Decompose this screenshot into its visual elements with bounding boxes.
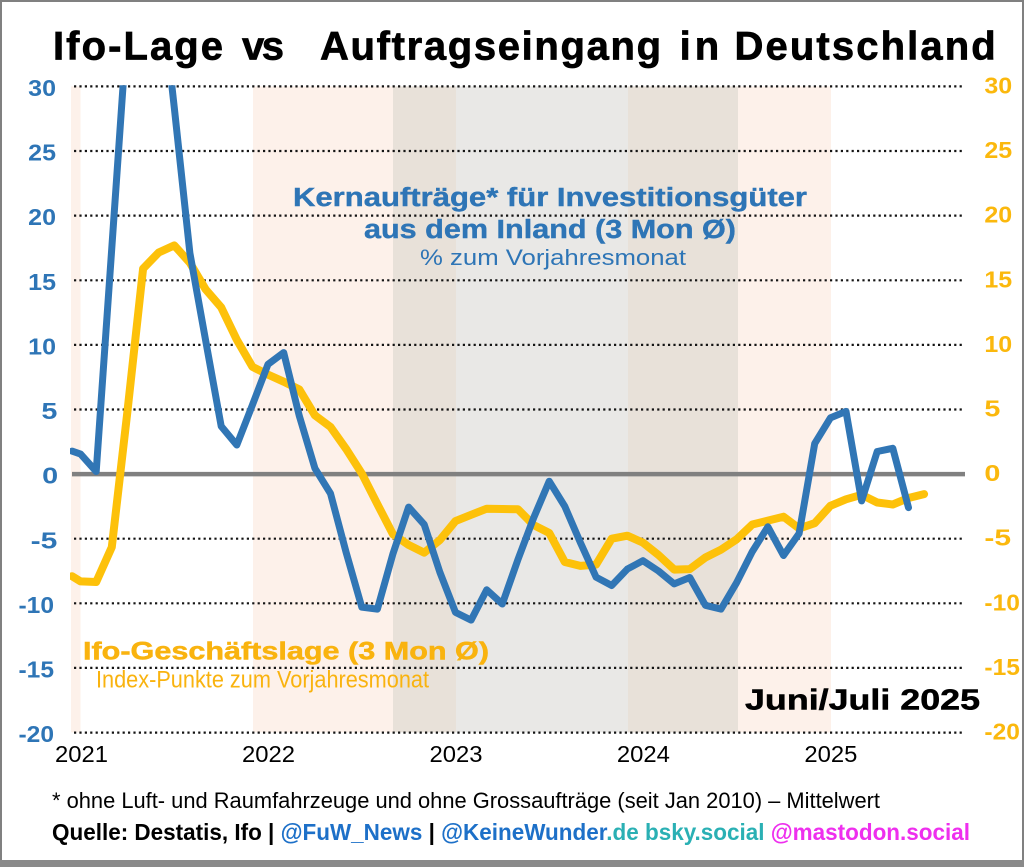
svg-text:10: 10 xyxy=(28,334,56,360)
svg-text:aus dem Inland (3 Mon Ø): aus dem Inland (3 Mon Ø) xyxy=(364,216,736,244)
svg-text:-10: -10 xyxy=(19,592,55,618)
svg-text:5: 5 xyxy=(984,396,1000,422)
svg-text:% zum Vorjahresmonat: % zum Vorjahresmonat xyxy=(420,245,686,270)
svg-text:15: 15 xyxy=(984,266,1012,292)
svg-text:10: 10 xyxy=(984,331,1012,357)
svg-text:Kernaufträge* für Investitions: Kernaufträge* für Investitionsgüter xyxy=(293,184,807,212)
svg-text:0: 0 xyxy=(42,463,58,489)
svg-text:2025: 2025 xyxy=(804,741,857,767)
svg-text:20: 20 xyxy=(984,202,1012,228)
svg-text:15: 15 xyxy=(28,269,56,295)
svg-text:* ohne Luft- und Raumfahrzeuge: * ohne Luft- und Raumfahrzeuge und ohne … xyxy=(52,788,880,813)
svg-text:20: 20 xyxy=(28,204,56,230)
svg-text:-20: -20 xyxy=(984,719,1020,745)
svg-text:-15: -15 xyxy=(19,657,55,683)
svg-text:5: 5 xyxy=(41,398,57,424)
svg-text:-10: -10 xyxy=(984,589,1020,615)
svg-text:-20: -20 xyxy=(19,721,55,747)
svg-text:30: 30 xyxy=(984,72,1012,98)
svg-text:2021: 2021 xyxy=(55,741,108,767)
svg-text:Index-Punkte zum Vorjahresmona: Index-Punkte zum Vorjahresmonat xyxy=(96,667,429,694)
svg-text:Ifo-Geschäftslage (3 Mon Ø): Ifo-Geschäftslage (3 Mon Ø) xyxy=(83,638,489,666)
svg-text:0: 0 xyxy=(984,460,1000,486)
svg-text:2023: 2023 xyxy=(430,741,483,767)
svg-text:-5: -5 xyxy=(31,527,58,553)
svg-text:2022: 2022 xyxy=(242,741,295,767)
svg-text:2024: 2024 xyxy=(617,741,670,767)
svg-text:-5: -5 xyxy=(984,525,1011,551)
svg-text:30: 30 xyxy=(28,75,56,101)
svg-text:Quelle: Destatis, Ifo | @FuW_N: Quelle: Destatis, Ifo | @FuW_News | @Kei… xyxy=(52,819,970,845)
svg-text:25: 25 xyxy=(28,140,56,166)
svg-text:25: 25 xyxy=(984,137,1012,163)
svg-text:Juni/Juli 2025: Juni/Juli 2025 xyxy=(745,685,980,717)
svg-text:-15: -15 xyxy=(984,654,1020,680)
